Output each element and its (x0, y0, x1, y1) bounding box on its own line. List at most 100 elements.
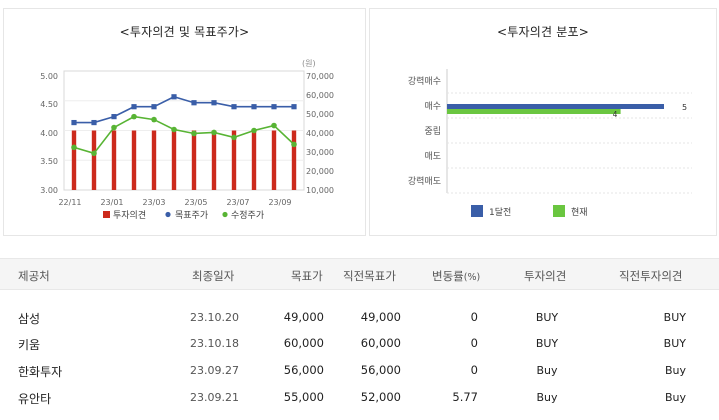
x-tick: 23/05 (184, 198, 207, 207)
adjusted-price-line (73, 115, 295, 155)
target-price-point (171, 94, 177, 100)
adjusted-price-point (91, 150, 97, 157)
y-left-tick: 4.50 (40, 100, 58, 109)
y-right-tick: 30,000 (306, 148, 334, 157)
cell-date: 23.09.27 (190, 364, 239, 377)
col-prev-opinion: 직전투자의견 (619, 269, 683, 283)
target-price-point (251, 104, 257, 110)
y-left-tick: 3.50 (40, 157, 58, 166)
col-firm: 제공처 (18, 269, 50, 283)
adjusted-price-point (111, 124, 117, 131)
cell-firm: 한화투자 (18, 365, 63, 379)
table-row: 유안타 23.09.21 55,000 52,000 5.77 Buy Buy (0, 385, 719, 410)
x-tick: 23/01 (100, 198, 123, 207)
month-ago-bar (447, 104, 664, 109)
target-price-point (151, 104, 157, 110)
legend-label-adjusted: 수정주가 (231, 210, 264, 221)
y-right-tick: 20,000 (306, 167, 334, 176)
opinion-bar (91, 130, 97, 190)
target-price-point (71, 119, 77, 126)
month-ago-bar-label: 5 (682, 103, 687, 112)
cell-date: 23.10.20 (190, 311, 239, 324)
adjusted-price-point (271, 122, 277, 129)
cell-date: 23.10.18 (190, 337, 239, 350)
legend-swatch-opinion (103, 211, 110, 218)
opinion-target-price-chart: 3.00 3.50 4.00 4.50 5.00 10,000 20,000 3… (40, 59, 334, 221)
adjusted-price-point (231, 134, 237, 141)
left-chart-title: <투자의견 및 목표주가> (119, 25, 250, 39)
adjusted-price-point (71, 144, 77, 151)
adjusted-price-point (211, 129, 217, 136)
legend-label-current: 현재 (571, 207, 588, 218)
cell-firm: 삼성 (18, 312, 41, 326)
cell-prev-opinion: BUY (663, 337, 686, 350)
cell-opinion: Buy (536, 364, 558, 377)
target-price-point (211, 100, 217, 106)
table-row: 키움 23.10.18 60,000 60,000 0 BUY BUY (0, 331, 719, 356)
charts-area: <투자의견 및 목표주가> 3.00 3.50 4.00 4.50 5.00 1… (3, 8, 717, 236)
cell-prev-opinion: Buy (664, 364, 686, 377)
target-price-point (131, 104, 137, 110)
cell-opinion: BUY (535, 337, 559, 350)
opinion-bar (251, 130, 257, 190)
cell-opinion: Buy (536, 391, 558, 404)
opinion-bar (191, 130, 197, 190)
right-chart-title: <투자의견 분포> (497, 25, 589, 39)
x-tick: 23/07 (226, 198, 249, 207)
cell-prev-target: 60,000 (360, 336, 401, 350)
cell-target: 49,000 (283, 310, 324, 324)
cell-prev-opinion: BUY (663, 311, 686, 324)
target-price-point (231, 104, 237, 110)
col-change-unit: (%) (463, 272, 481, 283)
y-left-tick: 3.00 (40, 186, 58, 195)
opinion-bar (151, 130, 157, 190)
cell-change: 0 (470, 310, 478, 324)
opinion-bar (231, 130, 237, 190)
opinion-bar (211, 130, 217, 190)
cell-opinion: BUY (535, 311, 559, 324)
cell-firm: 키움 (18, 338, 41, 352)
adjusted-price-point (191, 130, 197, 137)
adjusted-price-point (171, 126, 177, 133)
cell-target: 55,000 (283, 390, 324, 404)
target-price-point (291, 104, 297, 110)
cell-target: 60,000 (283, 336, 324, 350)
current-bar (447, 109, 621, 114)
cell-prev-target: 56,000 (360, 363, 401, 377)
legend-label-opinion: 투자의견 (113, 209, 146, 221)
unit-label: (원) (302, 59, 316, 68)
cell-prev-opinion: Buy (664, 391, 686, 404)
col-prev-target: 직전목표가 (343, 269, 396, 283)
category-label: 강력매도 (408, 175, 441, 187)
legend-swatch-adjusted (222, 211, 228, 218)
col-target: 목표가 (291, 269, 323, 283)
adjusted-price-point (151, 116, 157, 123)
opinion-bar (71, 130, 77, 190)
table-row: 삼성 23.10.20 49,000 49,000 0 BUY BUY (0, 305, 719, 330)
target-price-point (91, 119, 97, 126)
legend-swatch-target (165, 211, 171, 218)
x-tick: 23/09 (268, 198, 291, 207)
y-left-tick: 5.00 (40, 72, 58, 81)
col-change: 변동률(%) (432, 268, 480, 284)
table-header: 제공처 최종일자 목표가 직전목표가 변동률(%) 투자의견 직전투자의견 (0, 258, 719, 290)
opinion-bar (271, 130, 277, 190)
opinion-distribution-panel: <투자의견 분포> 강력매수 매수 중립 매도 강력매도 5 4 1달전 현재 (369, 8, 717, 236)
legend-swatch-current (553, 205, 565, 217)
cell-date: 23.09.21 (190, 391, 239, 404)
opinion-target-price-panel: <투자의견 및 목표주가> 3.00 3.50 4.00 4.50 5.00 1… (3, 8, 366, 236)
y-right-tick: 50,000 (306, 110, 334, 119)
opinion-bar (291, 130, 297, 190)
category-label: 강력매수 (408, 75, 441, 87)
y-right-tick: 40,000 (306, 129, 334, 138)
adjusted-price-point (131, 113, 137, 120)
table-row: 한화투자 23.09.27 56,000 56,000 0 Buy Buy (0, 358, 719, 383)
col-opinion: 투자의견 (524, 269, 567, 283)
category-label: 매수 (424, 101, 441, 112)
cell-change: 0 (470, 363, 478, 377)
cell-prev-target: 49,000 (360, 310, 401, 324)
cell-prev-target: 52,000 (360, 390, 401, 404)
category-label: 매도 (424, 151, 441, 162)
cell-firm: 유안타 (18, 392, 52, 406)
